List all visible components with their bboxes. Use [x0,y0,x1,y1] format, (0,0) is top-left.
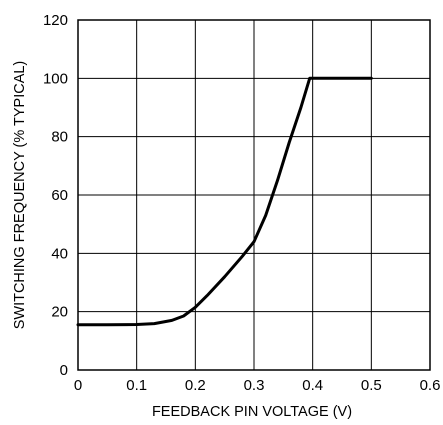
y-tick-label: 0 [60,362,68,379]
x-tick-label: 0.6 [420,377,441,394]
chart-tick-labels: 0 0.1 0.2 0.3 0.4 0.5 0.6 0 20 40 60 80 100 120 [43,12,440,394]
x-tick-label: 0.4 [302,377,323,394]
frequency-curve [76,76,373,327]
chart-series [76,76,373,327]
y-tick-label: 120 [43,12,68,29]
y-tick-label: 100 [43,70,68,87]
x-tick-label: 0.3 [244,377,265,394]
x-tick-label: 0.1 [126,377,147,394]
y-axis-label: SWITCHING FREQUENCY (% TYPICAL) [12,61,28,330]
chart-grid [77,19,431,371]
y-tick-label: 80 [51,129,68,146]
x-tick-label: 0.5 [361,377,382,394]
x-tick-label: 0 [74,377,82,394]
plot-frame [77,19,431,371]
x-tick-label: 0.2 [185,377,206,394]
y-tick-label: 60 [51,187,68,204]
y-tick-label: 40 [51,245,68,262]
y-tick-label: 20 [51,304,68,321]
x-axis-label: FEEDBACK PIN VOLTAGE (V) [152,404,352,420]
